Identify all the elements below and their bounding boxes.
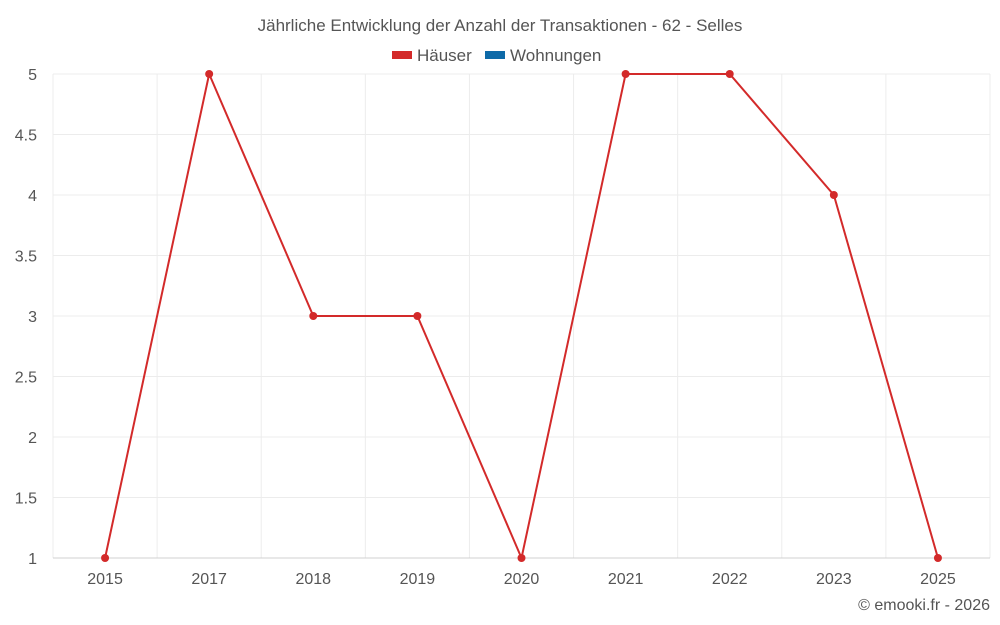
y-tick-label: 5 xyxy=(28,67,37,84)
y-tick-label: 4 xyxy=(28,188,37,205)
x-tick-label: 2017 xyxy=(191,571,227,588)
legend-label-haeuser: Häuser xyxy=(417,46,472,65)
credit-text[interactable]: © emooki.fr - 2026 xyxy=(858,597,990,614)
data-point[interactable] xyxy=(621,70,630,78)
x-tick-label: 2021 xyxy=(608,571,644,588)
legend-swatch-wohnungen xyxy=(485,51,505,59)
x-tick-label: 2015 xyxy=(87,571,123,588)
data-point[interactable] xyxy=(205,70,214,78)
x-tick-label: 2019 xyxy=(400,571,436,588)
data-point[interactable] xyxy=(829,191,838,199)
y-tick-label: 4.5 xyxy=(15,128,37,145)
series-group xyxy=(101,70,942,562)
legend[interactable]: Häuser Wohnungen xyxy=(392,46,601,65)
x-tick-label: 2025 xyxy=(920,571,956,588)
x-tick-label: 2022 xyxy=(712,571,748,588)
x-axis-ticks: 2015 2017 2018 2019 2020 2021 2022 2023 2025 xyxy=(87,571,956,588)
data-point[interactable] xyxy=(933,554,942,562)
legend-item-wohnungen[interactable]: Wohnungen xyxy=(485,46,601,65)
y-tick-label: 2 xyxy=(28,430,37,447)
data-point[interactable] xyxy=(517,554,526,562)
data-point[interactable] xyxy=(309,312,318,320)
data-point[interactable] xyxy=(725,70,734,78)
y-tick-label: 3 xyxy=(28,309,37,326)
y-tick-label: 3.5 xyxy=(15,249,37,266)
data-point[interactable] xyxy=(413,312,422,320)
data-point[interactable] xyxy=(101,554,110,562)
y-grid xyxy=(53,73,990,498)
y-axis-ticks: 1 1.5 2 2.5 3 3.5 4 4.5 5 xyxy=(15,67,37,568)
legend-swatch-haeuser xyxy=(392,51,412,59)
legend-label-wohnungen: Wohnungen xyxy=(510,46,601,65)
y-tick-label: 2.5 xyxy=(15,370,37,387)
y-tick-label: 1 xyxy=(28,551,37,568)
chart-title: Jährliche Entwicklung der Anzahl der Tra… xyxy=(258,16,743,35)
x-tick-label: 2018 xyxy=(295,571,331,588)
x-tick-label: 2020 xyxy=(504,571,540,588)
legend-item-haeuser[interactable]: Häuser xyxy=(392,46,472,65)
y-tick-label: 1.5 xyxy=(15,491,37,508)
x-tick-label: 2023 xyxy=(816,571,852,588)
